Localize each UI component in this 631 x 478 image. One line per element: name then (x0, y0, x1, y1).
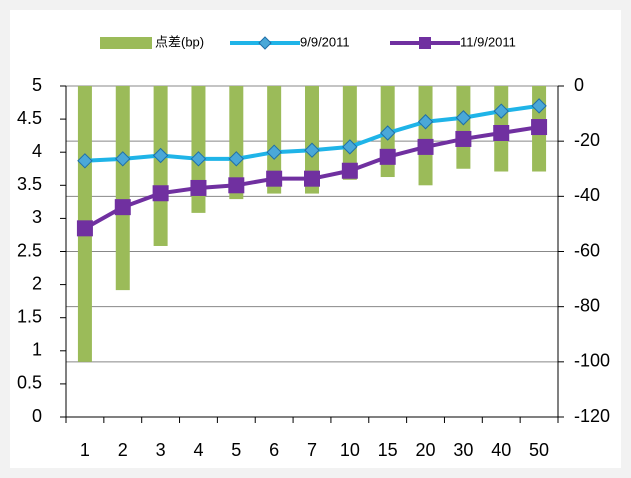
y-tick-label: 2 (32, 273, 42, 293)
y-tick-label: 0.5 (17, 373, 42, 393)
x-tick-label: 5 (231, 440, 241, 460)
marker (493, 125, 510, 142)
y-tick-label: 3 (32, 207, 42, 227)
x-tick-label: 6 (269, 440, 279, 460)
marker (190, 151, 207, 167)
x-tick-label: 2 (118, 440, 128, 460)
y2-tick-label: -120 (574, 406, 610, 426)
marker (531, 119, 548, 136)
legend-label: 9/9/2011 (300, 34, 350, 49)
bar (229, 86, 244, 200)
x-tick-label: 7 (307, 440, 317, 460)
marker (379, 148, 396, 165)
y-tick-label: 4 (32, 141, 42, 161)
marker (304, 142, 320, 158)
marker (115, 151, 131, 167)
marker (228, 177, 245, 194)
marker (342, 139, 358, 155)
legend-marker (258, 36, 272, 50)
marker (76, 220, 93, 237)
marker (493, 103, 509, 119)
marker (152, 147, 169, 164)
bar (305, 86, 319, 194)
y2-tick-label: -20 (574, 130, 600, 150)
marker (455, 130, 472, 147)
y-tick-label: 2.5 (17, 240, 42, 260)
bar (267, 86, 282, 194)
marker (152, 185, 169, 202)
y2-tick-label: -80 (574, 295, 600, 315)
x-tick-label: 50 (529, 440, 549, 460)
bar (456, 86, 471, 169)
bar (153, 86, 168, 246)
marker (379, 125, 396, 141)
x-tick-label: 15 (378, 440, 398, 460)
marker (266, 144, 282, 160)
x-tick-label: 3 (156, 440, 166, 460)
marker (455, 110, 472, 126)
x-tick-label: 1 (80, 440, 90, 460)
marker (531, 98, 547, 114)
y2-tick-label: 0 (574, 75, 584, 95)
y-tick-label: 0 (32, 406, 42, 426)
marker (266, 170, 283, 187)
y2-tick-label: -100 (574, 351, 610, 371)
x-tick-label: 10 (340, 440, 360, 460)
legend-label: 点差(bp) (155, 34, 204, 49)
y-tick-label: 1.5 (17, 306, 42, 326)
marker (190, 179, 207, 196)
x-tick-label: 20 (416, 440, 436, 460)
chart-area (10, 10, 621, 468)
marker (114, 199, 131, 216)
bar (418, 86, 433, 186)
marker (417, 138, 434, 155)
x-tick-label: 40 (491, 440, 511, 460)
bar (342, 86, 357, 180)
y2-tick-label: -60 (574, 240, 600, 260)
y-tick-label: 3.5 (17, 174, 42, 194)
y-tick-label: 5 (32, 75, 42, 95)
marker (341, 162, 358, 179)
x-tick-label: 30 (453, 440, 473, 460)
legend-swatch (100, 37, 152, 49)
y-tick-label: 4.5 (17, 108, 42, 128)
marker (417, 114, 434, 130)
marker (304, 170, 320, 187)
legend-box (75, 22, 565, 64)
bar (115, 86, 130, 291)
y2-tick-label: -40 (574, 185, 600, 205)
marker (77, 153, 93, 169)
x-tick-label: 4 (193, 440, 203, 460)
legend-marker (419, 37, 431, 49)
marker (228, 151, 245, 167)
y-tick-label: 1 (32, 340, 42, 360)
legend-label: 11/9/2011 (460, 34, 516, 49)
